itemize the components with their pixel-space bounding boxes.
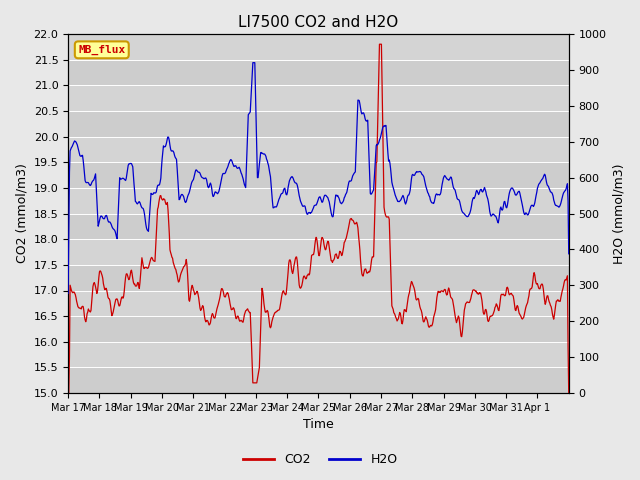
Title: LI7500 CO2 and H2O: LI7500 CO2 and H2O xyxy=(238,15,399,30)
Bar xyxy=(68,60,569,85)
Legend: CO2, H2O: CO2, H2O xyxy=(237,448,403,471)
Text: MB_flux: MB_flux xyxy=(78,45,125,55)
Y-axis label: CO2 (mmol/m3): CO2 (mmol/m3) xyxy=(15,164,28,264)
Bar xyxy=(68,265,569,290)
Bar xyxy=(68,214,569,239)
Bar xyxy=(68,162,569,188)
X-axis label: Time: Time xyxy=(303,419,334,432)
Bar xyxy=(68,368,569,393)
Y-axis label: H2O (mmol/m3): H2O (mmol/m3) xyxy=(612,163,625,264)
Bar xyxy=(68,316,569,342)
Bar xyxy=(68,111,569,137)
